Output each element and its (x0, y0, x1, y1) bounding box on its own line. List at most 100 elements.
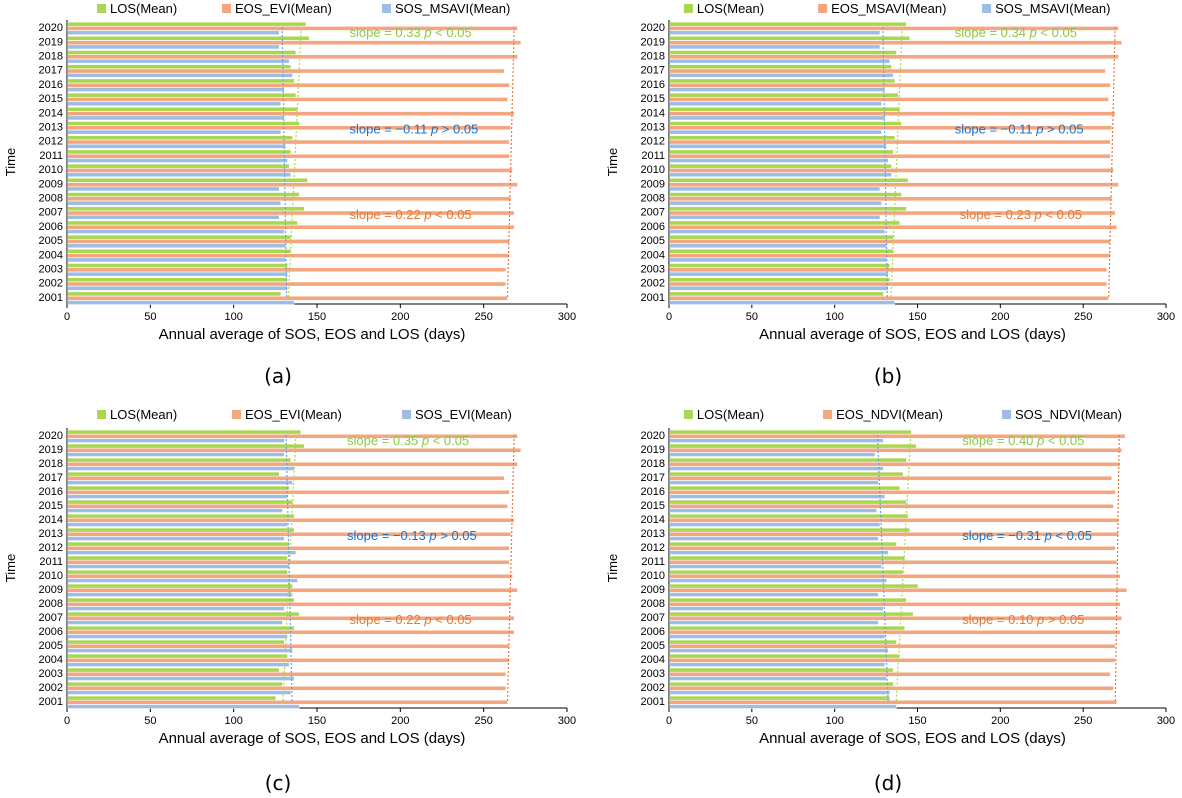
y-tick-label: 2012 (39, 136, 63, 148)
legend-swatch (823, 410, 833, 419)
bar-sos-ndvi (669, 438, 884, 443)
bar-los (669, 149, 894, 155)
bar-sos-evi (67, 704, 300, 709)
bar-los (669, 569, 904, 575)
bar-sos-evi (67, 648, 293, 653)
bar-sos-msavi (669, 186, 881, 192)
bar-sos-msavi (669, 257, 887, 263)
bar-eos-msavi (669, 68, 1106, 74)
bar-sos-msavi (67, 30, 280, 35)
legend-label: EOS_NDVI(Mean) (836, 407, 943, 422)
bar-los (669, 206, 907, 211)
y-tick-label: 2014 (641, 514, 665, 526)
legend-swatch (97, 4, 106, 13)
bar-sos-evi (67, 634, 288, 639)
legend-label: LOS(Mean) (697, 407, 764, 422)
bar-sos-ndvi (669, 620, 879, 625)
bar-sos-msavi (669, 115, 886, 121)
bar-los (67, 163, 290, 169)
x-tick-label: 250 (474, 311, 492, 323)
bar-sos-msavi (67, 286, 288, 291)
bar-sos-msavi (669, 158, 889, 163)
bar-los (669, 611, 914, 617)
bar-sos-msavi (67, 144, 287, 149)
bar-eos-msavi (669, 168, 1114, 173)
bar-eos-evi (67, 602, 512, 607)
bar-los (669, 64, 892, 69)
bar-eos-evi (67, 97, 508, 102)
bar-sos-msavi (669, 286, 889, 291)
x-tick-label: 0 (666, 311, 672, 323)
y-tick-label: 2020 (641, 430, 665, 442)
y-tick-label: 2017 (39, 65, 63, 77)
trend-line-sos-evi (285, 434, 293, 702)
legend-label: SOS_EVI(Mean) (415, 407, 512, 422)
y-tick-label: 2001 (641, 292, 665, 304)
bar-eos-evi (67, 518, 515, 523)
y-tick-label: 2011 (39, 556, 63, 568)
bar-eos-msavi (669, 196, 1113, 202)
y-tick-label: 2019 (39, 444, 63, 456)
bar-eos-ndvi (669, 630, 1121, 635)
bar-sos-msavi (669, 215, 881, 220)
bar-los (67, 234, 292, 240)
bar-sos-evi (67, 676, 295, 681)
bar-eos-msavi (669, 210, 1116, 216)
x-tick-label: 300 (558, 715, 576, 727)
bar-eos-evi (67, 686, 507, 691)
chart-panel-a: 0 50 100 150 200 250 300 2020 2019 2018 2017 2016 20… (3, 1, 576, 388)
y-tick-label: 2011 (641, 150, 665, 162)
bar-eos-msavi (669, 154, 1111, 159)
trend-line-los (895, 434, 912, 702)
legend-swatch (683, 4, 693, 13)
x-tick-label: 0 (666, 715, 672, 727)
bar-sos-ndvi (669, 578, 887, 583)
bar-sos-evi (67, 690, 292, 695)
y-tick-label: 2007 (39, 207, 63, 219)
bar-eos-ndvi (669, 672, 1111, 677)
bar-sos-msavi (67, 229, 285, 234)
bar-los (669, 625, 905, 631)
bar-los (67, 485, 290, 491)
bar-los (669, 485, 900, 491)
bar-sos-evi (67, 578, 298, 583)
bar-eos-ndvi (669, 462, 1121, 467)
panel-label: (b) (874, 364, 902, 388)
y-tick-label: 2015 (641, 93, 665, 105)
legend-label: LOS(Mean) (110, 1, 177, 16)
bar-eos-msavi (669, 225, 1117, 230)
bar-sos-evi (67, 606, 285, 611)
y-tick-label: 2015 (39, 500, 63, 512)
bar-sos-evi (67, 522, 288, 527)
trend-line-sos-msavi (882, 27, 888, 297)
bar-los (669, 443, 917, 449)
y-tick-label: 2004 (39, 249, 63, 261)
y-tick-label: 2014 (39, 514, 63, 526)
bar-sos-evi (67, 452, 285, 457)
bar-los (67, 429, 302, 435)
y-tick-label: 2012 (641, 136, 665, 148)
bar-eos-ndvi (669, 602, 1121, 607)
bar-sos-msavi (67, 215, 280, 220)
bar-sos-evi (67, 536, 285, 541)
x-tick-label: 200 (391, 311, 409, 323)
slope-annotation: slope = 0.35 p < 0.05 (347, 433, 469, 448)
bar-los (669, 178, 909, 183)
y-tick-label: 2003 (641, 668, 665, 680)
bar-los (67, 149, 292, 155)
bar-los (67, 50, 297, 55)
bar-eos-ndvi (669, 476, 1113, 481)
y-tick-label: 2013 (641, 122, 665, 134)
x-tick-label: 300 (1157, 311, 1175, 323)
panel-label: (a) (264, 364, 292, 388)
y-tick-label: 2014 (39, 107, 63, 119)
bar-los (67, 681, 283, 687)
bar-los (669, 121, 902, 126)
x-tick-label: 200 (391, 715, 409, 727)
x-tick-label: 50 (144, 311, 156, 323)
bar-eos-msavi (669, 97, 1109, 102)
bar-los (669, 695, 891, 701)
bar-eos-msavi (669, 253, 1111, 258)
y-tick-label: 2018 (641, 458, 665, 470)
y-tick-label: 2001 (641, 696, 665, 708)
